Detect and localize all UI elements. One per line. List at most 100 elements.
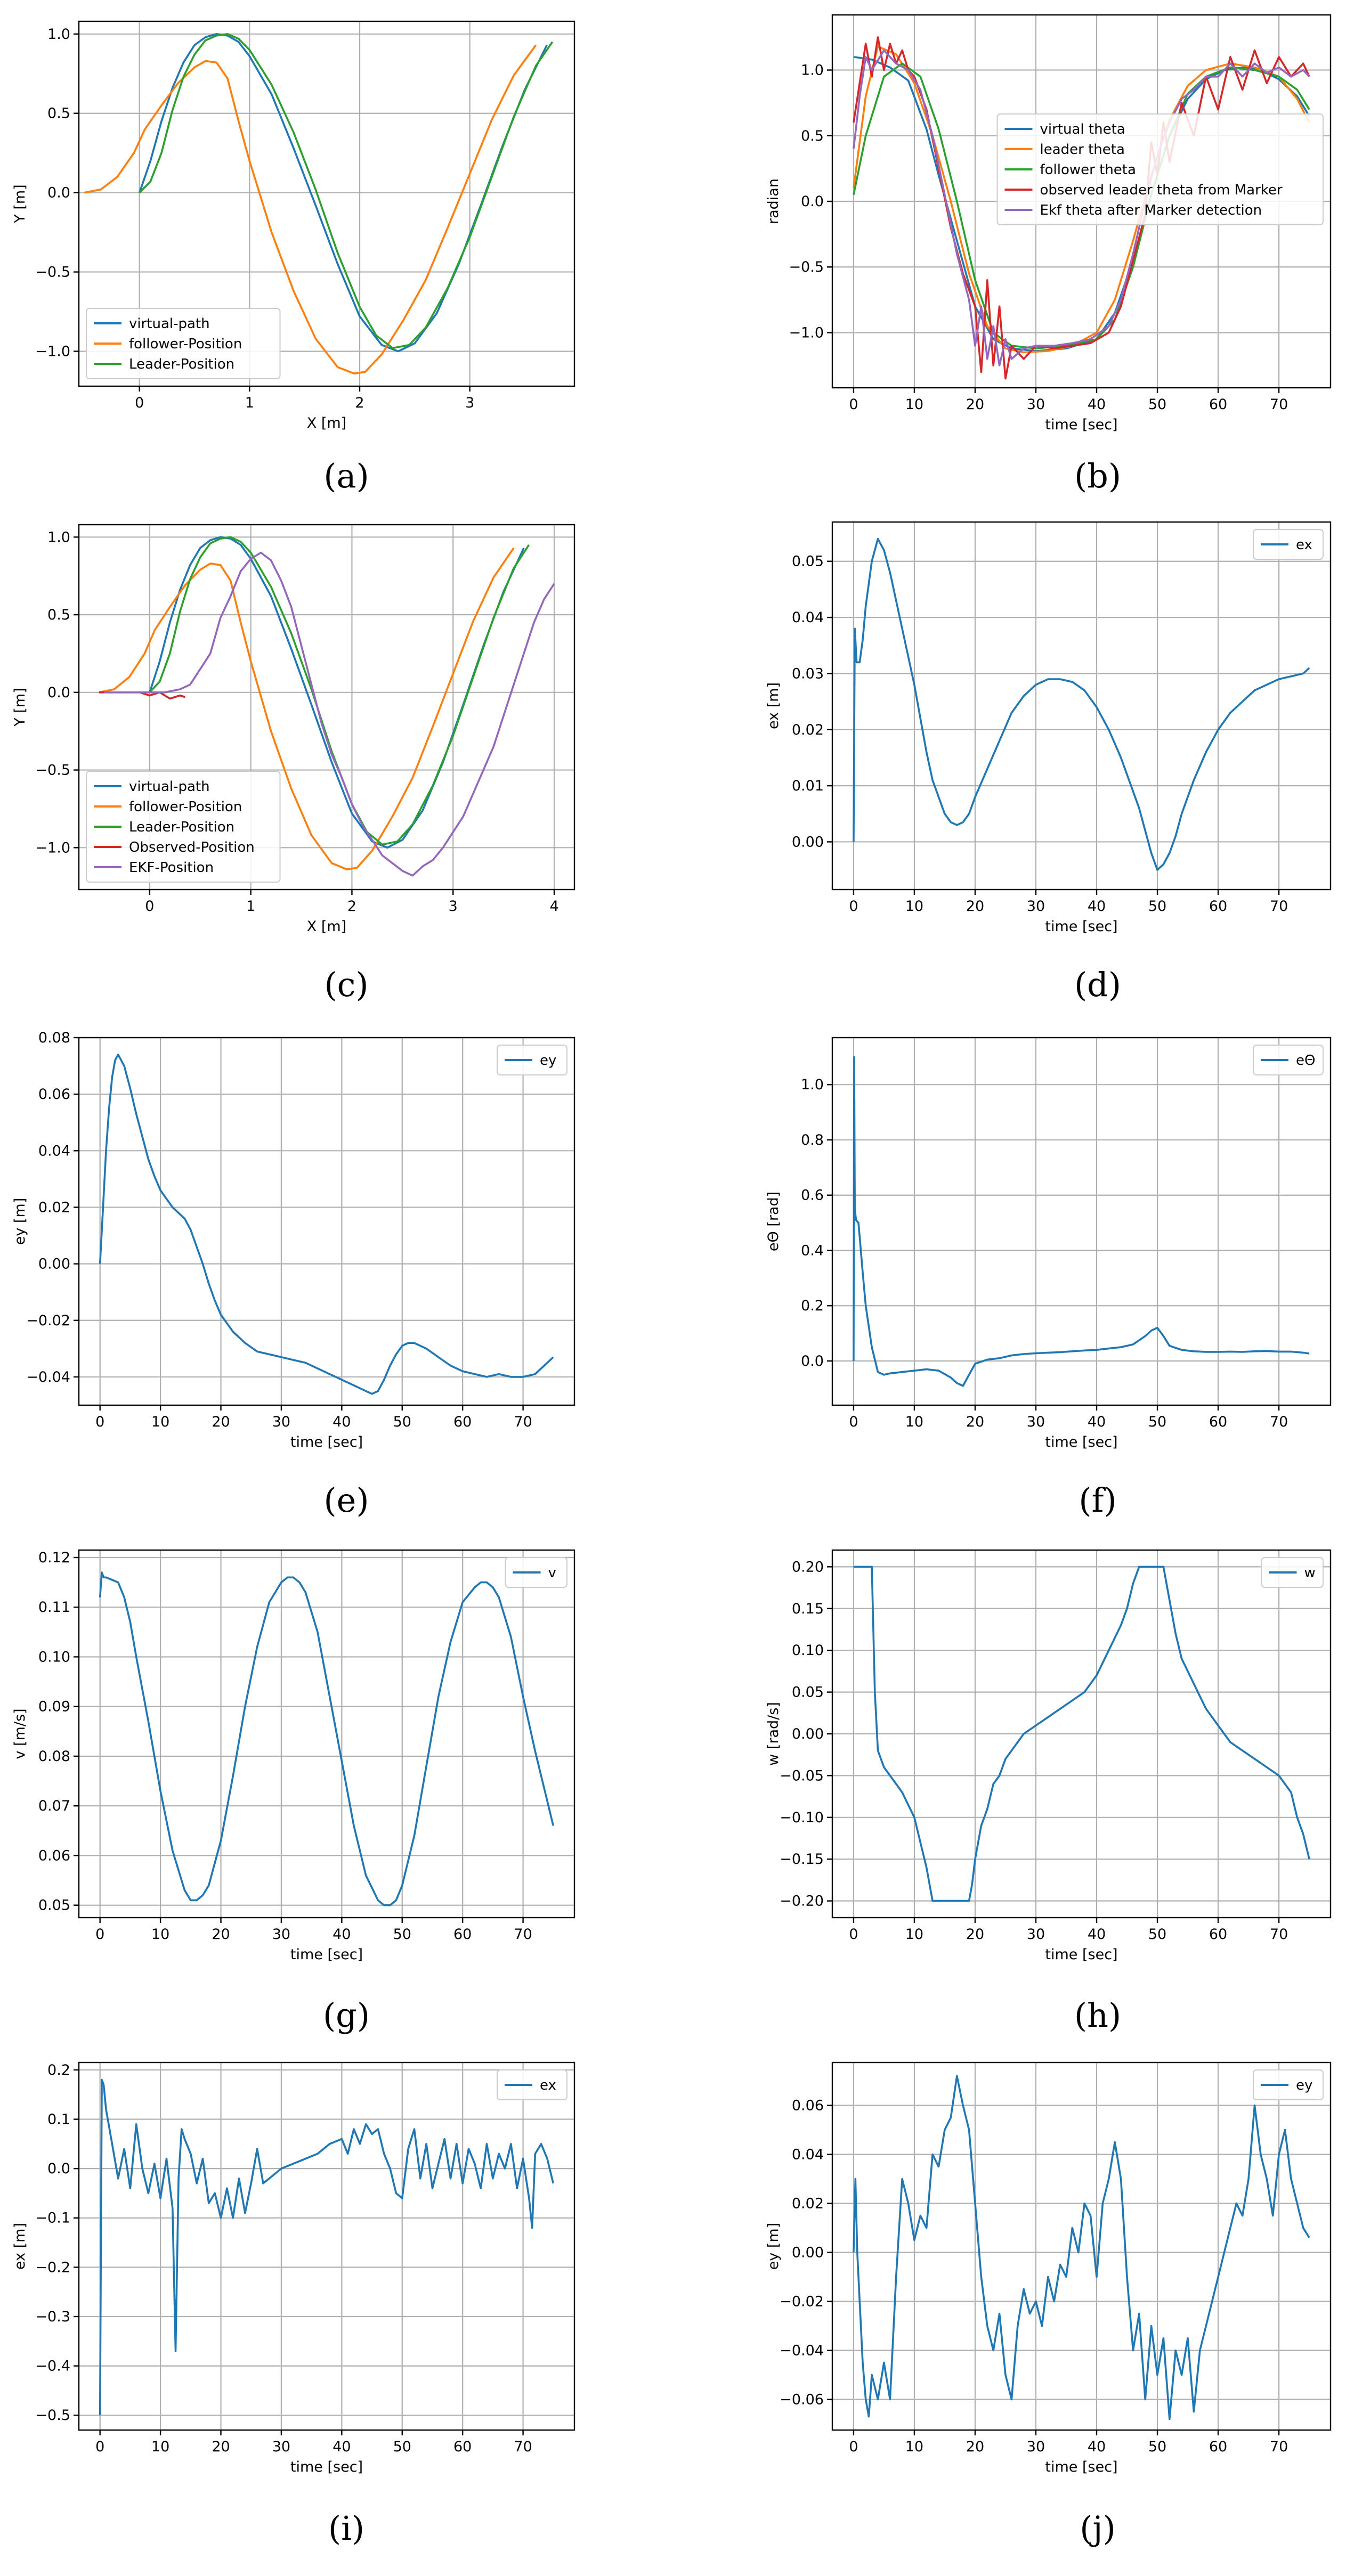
series-line-ekf-theta-after-marker-detection (853, 49, 1310, 366)
y-tick-label: −0.05 (780, 1767, 824, 1784)
legend: w (1261, 1557, 1324, 1588)
y-tick-label: 1.0 (801, 62, 824, 79)
y-axis-label: ex [m] (12, 2223, 28, 2270)
x-tick-label: 40 (333, 1926, 351, 1943)
y-tick-label: −0.4 (35, 2358, 70, 2375)
y-tick-label: 0.00 (792, 834, 824, 850)
x-tick-label: 0 (849, 2439, 858, 2455)
panel-label: (b) (1074, 456, 1121, 495)
chart-h: 0 10 20 30 40 50 60 70 −0.20 −0.15 −0.10 −0.05 0.00 0… (765, 1549, 1332, 2035)
y-tick-label: 0.5 (801, 128, 824, 144)
legend: ex (497, 2069, 567, 2100)
legend: ex (1253, 529, 1324, 560)
chart-c: 0 1 2 3 4 −1.0 −0.5 0.0 0.5 1.0 X [m] Y [m] virtual-… (12, 524, 575, 1004)
y-tick-label: 0.2 (47, 2062, 70, 2078)
y-tick-label: −0.02 (26, 1313, 70, 1329)
y-tick-label: 0.0 (47, 185, 70, 201)
legend-label: observed leader theta from Marker (1040, 182, 1283, 198)
y-tick-label: 0.20 (792, 1559, 824, 1575)
x-tick-label: 40 (1088, 898, 1106, 915)
chart-j: 0 10 20 30 40 50 60 70 −0.06 −0.04 −0.02 0.00 0.02 0.… (765, 2061, 1332, 2548)
chart-i: 0 10 20 30 40 50 60 70 −0.5 −0.4 −0.3 −0.2 −0.1 0.0 0.… (12, 2061, 575, 2548)
x-tick-label: 0 (849, 898, 858, 915)
x-tick-label: 30 (272, 1926, 290, 1943)
chart-e: 0 10 20 30 40 50 60 70 −0.04 −0.02 0.00 0.02 0.04 0.0… (12, 1030, 575, 1520)
y-axis-label: ey [m] (765, 2223, 782, 2270)
x-tick-label: 30 (1027, 2439, 1045, 2455)
y-tick-label: 0.5 (47, 607, 70, 623)
y-tick-label: −0.20 (780, 1893, 824, 1910)
legend: virtual theta leader theta follower theta o… (996, 113, 1324, 225)
x-tick-label: 70 (514, 1926, 532, 1943)
x-axis-label: X [m] (307, 415, 346, 431)
legend: v (505, 1557, 567, 1588)
x-tick-label: 20 (966, 898, 984, 915)
x-tick-label: 60 (453, 2439, 472, 2455)
x-axis-label: time [sec] (1045, 417, 1117, 433)
series-line-ekf-position (104, 551, 555, 877)
x-tick-label: 0 (849, 1926, 858, 1943)
x-tick-label: 10 (151, 1926, 169, 1943)
series-line-ey (99, 1054, 554, 1395)
y-axis-label: ex [m] (765, 682, 782, 729)
y-tick-label: 0.11 (38, 1599, 70, 1616)
y-tick-label: −0.15 (780, 1851, 824, 1868)
series-line-ex (99, 2078, 555, 2416)
plot-area (79, 1038, 574, 1405)
y-tick-label: −0.10 (780, 1809, 824, 1826)
chart-b: 0 10 20 30 40 50 60 70 −1.0 −0.5 0.0 0.5 1.0 time [se… (765, 14, 1332, 495)
plot-area (832, 1038, 1331, 1405)
panel-label: (c) (324, 965, 368, 1004)
y-tick-label: 0.04 (792, 2147, 824, 2163)
series-line-v (99, 1571, 555, 1906)
legend-label: w (1304, 1565, 1316, 1581)
y-tick-label: 0.02 (38, 1199, 70, 1216)
panel-label: (d) (1074, 965, 1121, 1004)
plot-area (832, 2063, 1331, 2430)
legend-box (86, 771, 281, 883)
x-tick-label: 1 (245, 395, 254, 411)
x-tick-label: 60 (453, 1926, 472, 1943)
axes-frame (831, 521, 1332, 891)
y-tick-label: 0.04 (38, 1143, 70, 1159)
series-group (853, 2075, 1310, 2420)
panel-label: (i) (328, 2509, 364, 2548)
legend-label: follower-Position (129, 336, 242, 352)
plot-area (79, 1550, 574, 1918)
y-tick-label: 0.0 (801, 193, 824, 210)
x-tick-label: 70 (514, 1414, 532, 1430)
plot-area (832, 522, 1331, 890)
legend-label: ey (1296, 2077, 1312, 2093)
y-tick-label: 0.05 (792, 553, 824, 570)
x-tick-label: 60 (1209, 396, 1227, 413)
x-tick-label: 20 (966, 2439, 984, 2455)
legend-label: follower theta (1040, 162, 1136, 178)
y-tick-label: 0.06 (38, 1086, 70, 1103)
x-tick-label: 30 (1027, 396, 1045, 413)
x-tick-label: 2 (355, 395, 364, 411)
y-axis-label: v [m/s] (12, 1708, 28, 1759)
series-group (853, 36, 1310, 380)
y-tick-label: 0.08 (38, 1748, 70, 1765)
chart-g: 0 10 20 30 40 50 60 70 0.05 0.06 0.07 0.08 0.09 0.10 0… (12, 1549, 575, 2035)
x-tick-label: 10 (905, 1414, 923, 1430)
x-tick-label: 30 (1027, 1414, 1045, 1430)
y-tick-label: 1.0 (47, 26, 70, 43)
y-tick-label: 0.0 (801, 1353, 824, 1369)
series-group (853, 537, 1310, 871)
x-tick-label: 0 (95, 1414, 104, 1430)
y-tick-label: −0.2 (35, 2259, 70, 2276)
y-tick-label: 0.0 (47, 684, 70, 701)
x-tick-label: 4 (549, 898, 558, 915)
x-tick-label: 20 (966, 396, 984, 413)
x-tick-label: 20 (212, 1926, 230, 1943)
x-tick-label: 20 (212, 2439, 230, 2455)
legend-label: v (548, 1565, 556, 1581)
series-line-w (853, 1566, 1310, 1902)
x-tick-label: 70 (1270, 396, 1288, 413)
axes-frame (831, 2061, 1332, 2431)
x-tick-label: 0 (145, 898, 154, 915)
y-tick-label: 0.08 (38, 1030, 70, 1046)
y-tick-label: 0.5 (47, 105, 70, 122)
